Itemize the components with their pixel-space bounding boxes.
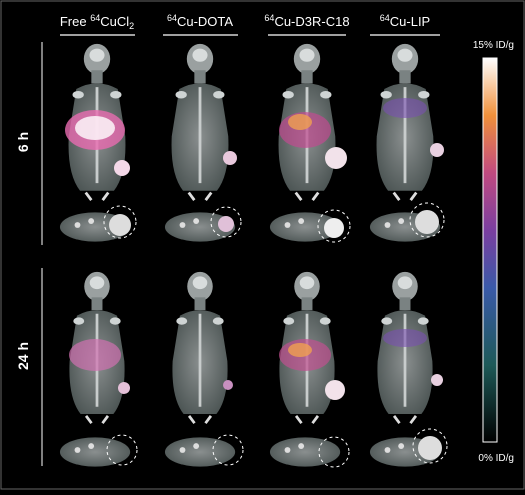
column-header: Free 64CuCl2: [60, 13, 134, 31]
colorbar-min-label: 0% ID/g: [478, 453, 514, 464]
scan: [164, 270, 244, 467]
scan: [369, 270, 448, 467]
scan: [164, 42, 242, 242]
scan: [269, 42, 351, 243]
column-header: 64Cu-D3R-C18: [264, 13, 349, 29]
colorbar: 15% ID/g 0% ID/g: [473, 40, 514, 464]
column-header: 64Cu-LIP: [380, 13, 430, 29]
row-labels: 6 h 24 h: [15, 42, 43, 466]
scan: [59, 42, 137, 242]
scan: [369, 42, 445, 242]
scan: [59, 270, 138, 467]
scan: [269, 270, 350, 468]
row-label: 24 h: [15, 342, 31, 370]
colorbar-max-label: 15% ID/g: [473, 40, 514, 51]
row-label: 6 h: [15, 132, 31, 152]
column-header: 64Cu-DOTA: [167, 13, 233, 29]
images: [59, 42, 448, 468]
column-headers: Free 64CuCl2 64Cu-DOTA 64Cu-D3R-C18 64Cu…: [60, 13, 440, 36]
colorbar-scale: [482, 57, 498, 443]
